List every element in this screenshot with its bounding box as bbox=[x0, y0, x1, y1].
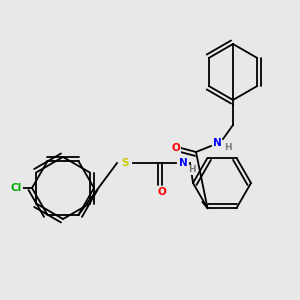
Text: O: O bbox=[172, 143, 180, 153]
Text: N: N bbox=[178, 158, 188, 168]
Text: Cl: Cl bbox=[11, 183, 22, 193]
Text: O: O bbox=[158, 187, 166, 197]
Text: S: S bbox=[121, 158, 129, 168]
Text: H: H bbox=[188, 166, 196, 175]
Text: H: H bbox=[224, 143, 232, 152]
Text: N: N bbox=[213, 138, 221, 148]
